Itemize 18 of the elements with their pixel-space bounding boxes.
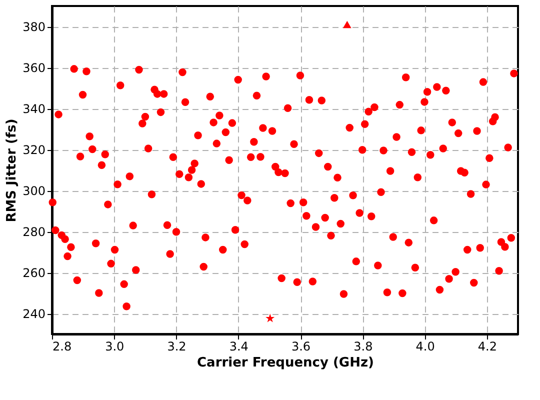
y-tick-label: 280 [22,225,46,239]
x-tick-label: 3.4 [229,340,248,354]
y-tick-label: 360 [22,61,46,75]
x-tick-label: 4.2 [478,340,497,354]
x-tick-label: 3.0 [105,340,124,354]
y-tick-label: 320 [22,143,46,157]
x-tick-label: 3.2 [167,340,186,354]
y-tick-label: 260 [22,266,46,280]
x-axis-title: Carrier Frequency (GHz) [197,356,374,370]
y-tick-label: 340 [22,102,46,116]
y-tick-label: 300 [22,184,46,198]
y-tick-label: 380 [22,20,46,34]
y-axis-title: RMS Jitter (fs) [4,118,20,222]
y-tick-label: 240 [22,307,46,321]
x-tick-label: 4.0 [416,340,435,354]
x-tick-label: 2.8 [52,340,72,354]
x-tick-label: 3.8 [354,340,373,354]
x-tick-label: 3.6 [291,340,311,354]
